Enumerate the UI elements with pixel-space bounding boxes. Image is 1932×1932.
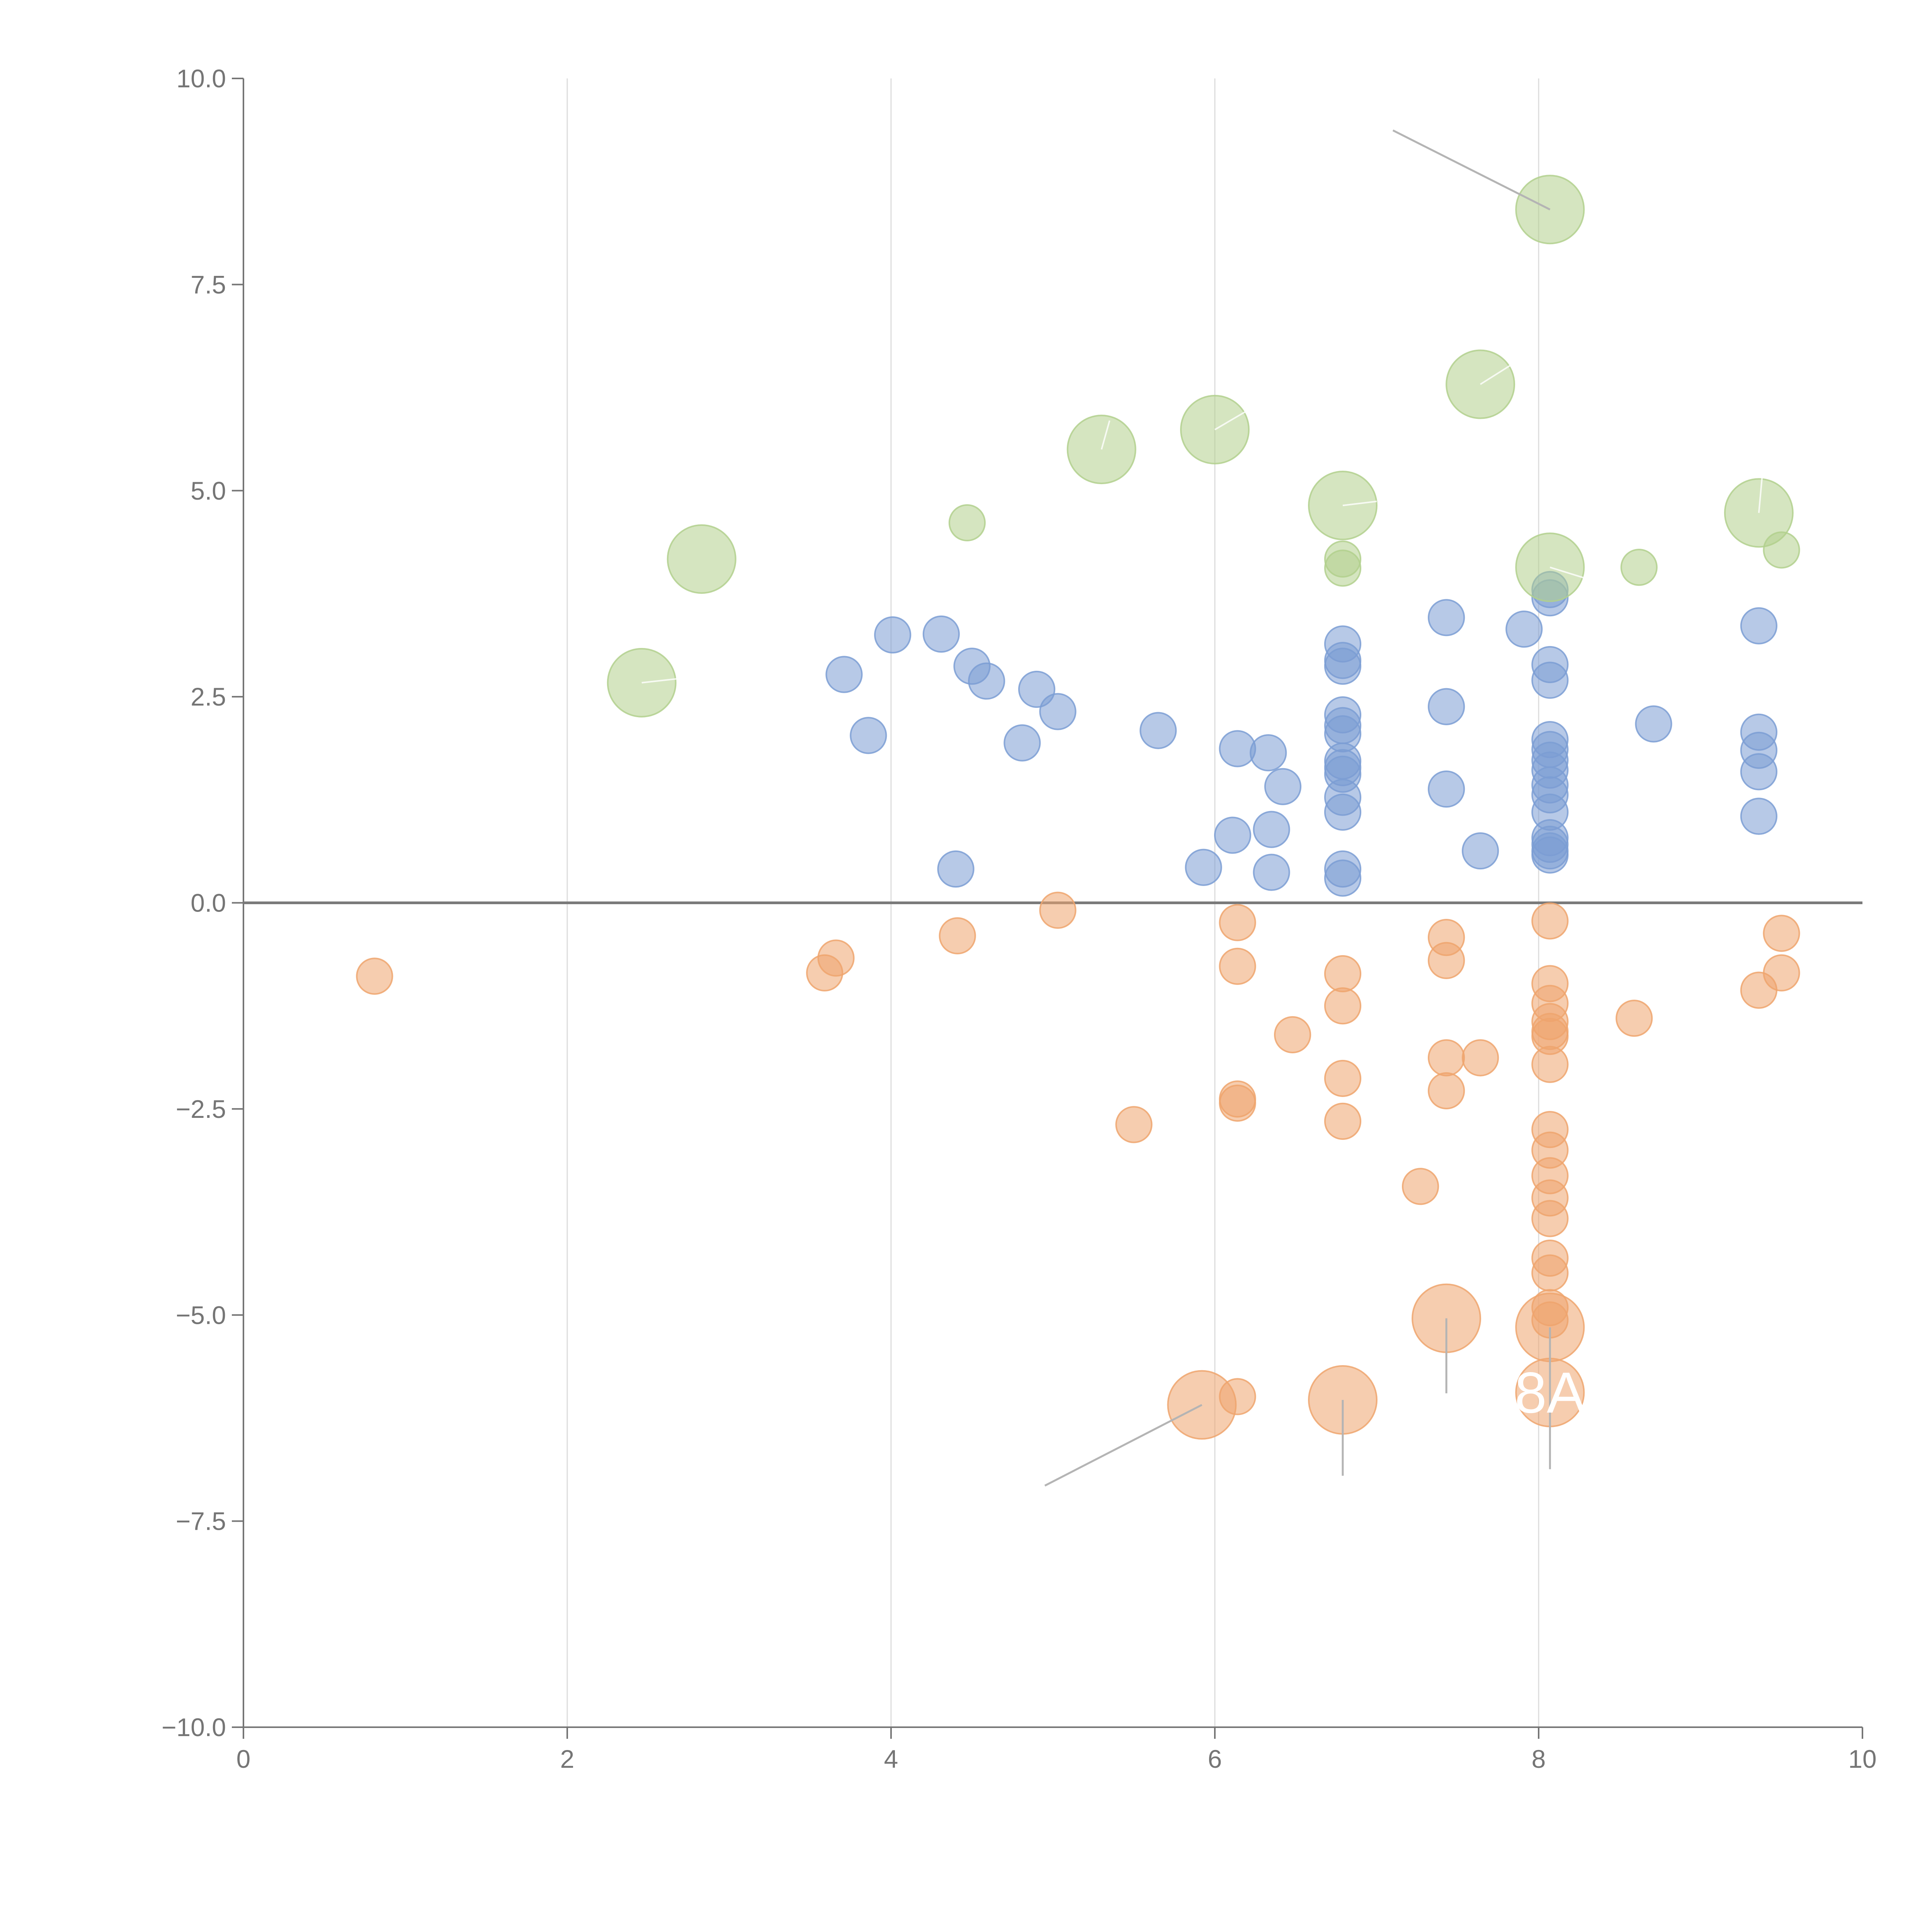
orange-point (1324, 1060, 1362, 1097)
blue-point (922, 615, 960, 653)
blue-point (1250, 734, 1287, 772)
blue-point (1253, 811, 1290, 848)
x-tick-label: 8 (1532, 1745, 1546, 1773)
green-point (1763, 531, 1800, 569)
green-point (1446, 349, 1515, 419)
blue-point (850, 717, 887, 754)
orange-point (1402, 1168, 1439, 1205)
blue-point (937, 850, 975, 888)
orange-point (1039, 891, 1077, 929)
leaders-layer (641, 129, 1763, 1487)
blue-point (874, 616, 912, 654)
blue-point (825, 656, 863, 693)
y-tick-label: −2.5 (176, 1095, 226, 1123)
orange-point (1531, 902, 1569, 940)
orange-point (1616, 1000, 1653, 1037)
blue-point (1324, 793, 1362, 831)
orange-point (1428, 1039, 1465, 1077)
leader-line (1392, 129, 1551, 211)
blue-point (1219, 730, 1256, 767)
blue-point (1264, 768, 1302, 805)
blue-point (1428, 599, 1465, 636)
green-point (1620, 549, 1658, 586)
leader-line (1549, 566, 1588, 580)
y-tick-label: 5.0 (190, 476, 226, 505)
labels-layer: 8A (1515, 1360, 1585, 1425)
orange-point (1428, 1072, 1465, 1110)
leader-line (1044, 1404, 1202, 1487)
green-point (667, 524, 736, 594)
orange-point (1115, 1106, 1153, 1143)
green-point (1324, 549, 1362, 587)
leader-line (1342, 500, 1377, 507)
orange-point (939, 917, 976, 954)
blue-point (1214, 816, 1252, 854)
blue-point (1139, 712, 1177, 749)
orange-point (356, 957, 393, 995)
blue-point (1462, 832, 1499, 870)
blue-point (1740, 798, 1777, 835)
x-tick-label: 6 (1208, 1745, 1222, 1773)
orange-point (1219, 947, 1256, 985)
blue-point (968, 662, 1005, 700)
x-tick-label: 0 (236, 1745, 251, 1773)
leader-line (1214, 410, 1248, 430)
blue-point (1428, 688, 1465, 725)
leader-line (1758, 477, 1763, 513)
blue-point (1505, 611, 1543, 648)
blue-point (1003, 724, 1041, 762)
blue-point (1039, 693, 1077, 730)
blue-point (1185, 849, 1222, 886)
leader-line (641, 678, 679, 684)
blue-point (1324, 859, 1362, 897)
blue-point (1740, 607, 1777, 645)
blue-point (1531, 662, 1569, 699)
orange-point (1324, 1102, 1362, 1140)
y-tick-label: 2.5 (190, 682, 226, 711)
blue-point (1324, 648, 1362, 685)
point-annotation-label: 8A (1515, 1360, 1585, 1425)
orange-point (1763, 915, 1800, 952)
orange-point (1531, 1200, 1569, 1237)
orange-point (1274, 1016, 1311, 1053)
orange-point (1324, 955, 1362, 993)
blue-point (1253, 854, 1290, 891)
axes-layer: 0 2 4 6 8 10 10.0 7.5 5.0 2.5 0.0 −2.5 −5.0 −7.5 −10.0 (162, 64, 1877, 1773)
orange-point (1531, 1046, 1569, 1083)
blue-point (1428, 770, 1465, 808)
x-tick-label: 4 (884, 1745, 898, 1773)
orange-point (1324, 987, 1362, 1025)
y-tick-label: −10.0 (162, 1713, 226, 1742)
orange-point (1763, 954, 1800, 992)
orange-point (1219, 904, 1256, 941)
blue-point (1740, 753, 1777, 791)
x-tick-label: 2 (560, 1745, 575, 1773)
leader-line (1100, 420, 1111, 450)
orange-point (1531, 1254, 1569, 1292)
orange-point (1219, 1084, 1256, 1122)
points-layer (356, 175, 1800, 1440)
blue-point (1531, 836, 1569, 874)
blue-point (1635, 705, 1672, 743)
y-tick-label: 0.0 (190, 889, 226, 917)
y-tick-label: 10.0 (177, 64, 226, 93)
x-tick-label: 10 (1848, 1745, 1876, 1773)
orange-point (1428, 942, 1465, 979)
y-tick-label: −5.0 (176, 1301, 226, 1329)
leader-line (1480, 362, 1515, 385)
y-tick-label: 7.5 (190, 270, 226, 299)
orange-point (817, 939, 855, 977)
orange-point (1462, 1039, 1499, 1077)
y-tick-label: −7.5 (176, 1507, 226, 1536)
green-point (948, 504, 986, 542)
